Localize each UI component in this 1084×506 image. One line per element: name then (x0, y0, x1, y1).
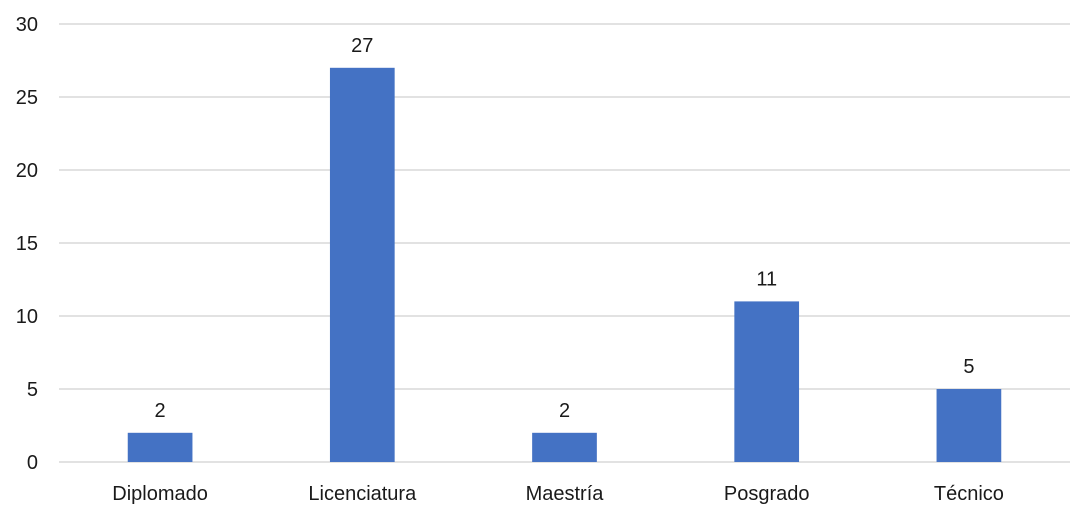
data-label: 27 (351, 35, 373, 57)
x-tick-label: Licenciatura (308, 483, 417, 505)
bar-licenciatura (329, 67, 395, 463)
y-tick-label: 0 (27, 452, 38, 474)
x-tick-label: Técnico (934, 483, 1004, 505)
y-tick-label: 20 (16, 160, 38, 182)
x-tick-label: Diplomado (112, 483, 208, 505)
data-label: 2 (559, 400, 570, 422)
bar-maestria (532, 432, 597, 462)
data-labels: 2 27 2 11 5 (155, 35, 975, 422)
x-axis: Diplomado Licenciatura Maestría Posgrado Téc… (112, 483, 1004, 505)
bar-diplomado (127, 432, 193, 462)
x-tick-label: Maestría (526, 483, 605, 505)
data-label: 5 (963, 356, 974, 378)
bar-posgrado (734, 301, 800, 462)
bar-tecnico (936, 389, 1002, 462)
gridlines (59, 23, 1070, 463)
y-tick-label: 10 (16, 306, 38, 328)
y-tick-label: 5 (27, 379, 38, 401)
y-tick-label: 15 (16, 233, 38, 255)
y-axis: 0 5 10 15 20 25 30 (16, 14, 38, 474)
data-label: 11 (756, 268, 777, 290)
y-tick-label: 25 (16, 87, 38, 109)
data-label: 2 (155, 400, 166, 422)
x-tick-label: Posgrado (724, 483, 810, 505)
bars (127, 67, 1002, 463)
y-tick-label: 30 (16, 14, 38, 36)
